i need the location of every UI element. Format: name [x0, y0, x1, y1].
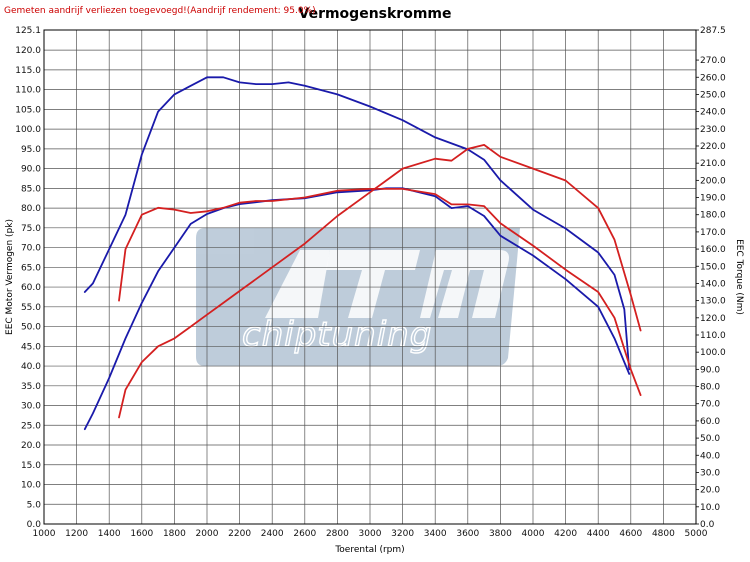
y-tick-label-right: 230.0 [700, 125, 726, 135]
y-tick-label-left: 15.0 [21, 461, 41, 471]
watermark-bar [196, 228, 520, 366]
y-tick-label-right: 200.0 [700, 176, 726, 186]
y-tick-label-left: 80.0 [21, 204, 41, 214]
x-tick-label: 1600 [130, 529, 153, 539]
watermark-text: chiptuning [242, 315, 432, 355]
y-tick-label-right: 50.0 [700, 434, 720, 444]
y-tick-label-left: 10.0 [21, 481, 41, 491]
y-tick-label-left: 115.0 [15, 66, 41, 76]
series-line-0-left [83, 187, 631, 431]
y-tick-label-left: 45.0 [21, 342, 41, 352]
x-tick-label: 1200 [65, 529, 88, 539]
x-tick-label: 3200 [391, 529, 414, 539]
y-tick-label-right: 160.0 [700, 245, 726, 255]
x-axis-label: Toerental (rpm) [334, 545, 404, 555]
x-tick-label: 2000 [196, 529, 219, 539]
y-tick-label-left: 90.0 [21, 165, 41, 175]
x-tick-label: 1800 [163, 529, 186, 539]
y-axis-right-label: EEC Torque (Nm) [734, 239, 744, 315]
y-tick-label-left: 60.0 [21, 283, 41, 293]
y-tick-label-right: 220.0 [700, 142, 726, 152]
series-line-1-right [83, 76, 631, 371]
y-tick-label-left: 25.0 [21, 421, 41, 431]
y-tick-label-right: 210.0 [700, 159, 726, 169]
x-tick-label: 2400 [261, 529, 284, 539]
y-tick-label-left: 120.0 [15, 46, 41, 56]
y-tick-label-left: 50.0 [21, 323, 41, 333]
y-tick-label-right: 80.0 [700, 383, 720, 393]
y-tick-label-right: 40.0 [700, 451, 720, 461]
y-tick-label-right: 130.0 [700, 297, 726, 307]
y-tick-label-left: 20.0 [21, 441, 41, 451]
y-tick-label-right: 120.0 [700, 314, 726, 324]
y-tick-label-left: 65.0 [21, 263, 41, 273]
y-tick-label-right: 190.0 [700, 194, 726, 204]
y-tick-label-right: 90.0 [700, 365, 720, 375]
y-tick-label-left: 100.0 [15, 125, 41, 135]
x-tick-label: 4200 [554, 529, 577, 539]
y-tick-label-left: 30.0 [21, 402, 41, 412]
x-tick-label: 4400 [587, 529, 610, 539]
x-tick-label: 1000 [33, 529, 56, 539]
x-tick-label: 2600 [293, 529, 316, 539]
x-tick-label: 3400 [424, 529, 447, 539]
y-tick-label-right: 240.0 [700, 108, 726, 118]
y-tick-label-left: 35.0 [21, 382, 41, 392]
y-tick-label-right: 10.0 [700, 503, 720, 513]
y-tick-label-left: 5.0 [27, 500, 42, 510]
y-tick-label-right: 70.0 [700, 400, 720, 410]
series-line-3-right [118, 187, 642, 397]
y-tick-label-right: 100.0 [700, 348, 726, 358]
y-tick-label-left: 105.0 [15, 105, 41, 115]
y-tick-label-right: 270.0 [700, 56, 726, 66]
x-tick-label: 3600 [456, 529, 479, 539]
x-tick-label: 4600 [619, 529, 642, 539]
y-tick-label-right: 170.0 [700, 228, 726, 238]
y-tick-label-right: 180.0 [700, 211, 726, 221]
y-tick-label-right: 30.0 [700, 468, 720, 478]
chart-note: Gemeten aandrijf verliezen toegevoegd!(A… [4, 6, 316, 16]
series-line-2-left [118, 143, 642, 419]
plot-frame [43, 29, 697, 525]
y-tick-label-left: 55.0 [21, 303, 41, 313]
x-tick-label: 3800 [489, 529, 512, 539]
y-tick-label-right: 110.0 [700, 331, 726, 341]
y-axis-left-label: EEC Motor Vermogen (pk) [5, 219, 15, 335]
y-tick-label-left: 110.0 [15, 86, 41, 96]
y-tick-label-left: 95.0 [21, 145, 41, 155]
chart-title: Vermogenskromme [299, 6, 452, 22]
y-tick-label-left: 0.0 [27, 520, 42, 530]
y-tick-label-right: 60.0 [700, 417, 720, 427]
y-tick-label-right: 250.0 [700, 90, 726, 100]
y-tick-label-right: 287.5 [700, 26, 726, 36]
y-tick-label-left: 75.0 [21, 224, 41, 234]
x-tick-label: 3000 [359, 529, 382, 539]
y-tick-label-right: 0.0 [700, 520, 715, 530]
y-tick-label-left: 70.0 [21, 244, 41, 254]
chiptuning-watermark: chiptuning [196, 228, 520, 366]
x-tick-label: 2200 [228, 529, 251, 539]
y-tick-label-left: 40.0 [21, 362, 41, 372]
x-tick-label: 2800 [326, 529, 349, 539]
y-tick-label-right: 150.0 [700, 262, 726, 272]
y-tick-label-left: 85.0 [21, 184, 41, 194]
x-tick-label: 5000 [685, 529, 708, 539]
x-tick-label: 4000 [522, 529, 545, 539]
x-tick-label: 1400 [98, 529, 121, 539]
y-tick-label-left: 125.1 [15, 26, 41, 36]
y-tick-label-right: 260.0 [700, 73, 726, 83]
y-tick-label-right: 140.0 [700, 279, 726, 289]
x-tick-label: 4800 [652, 529, 675, 539]
y-tick-label-right: 20.0 [700, 486, 720, 496]
